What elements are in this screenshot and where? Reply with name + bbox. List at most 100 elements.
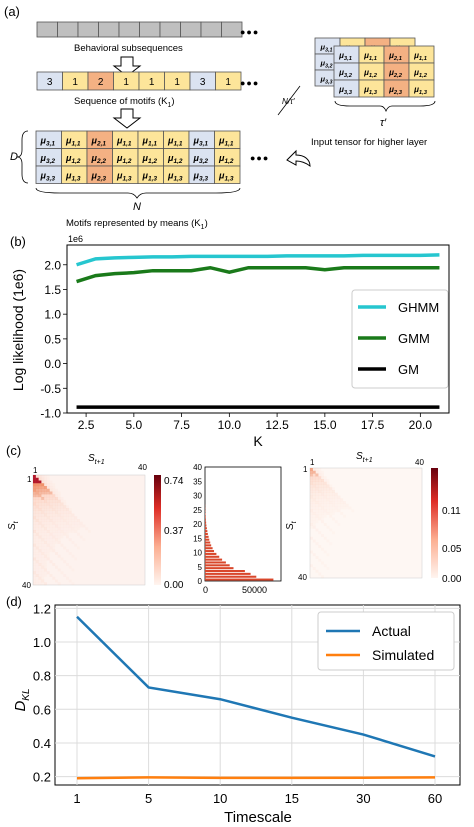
heatmap-cell <box>49 521 53 525</box>
heatmap-cell <box>49 549 53 553</box>
heatmap-cell <box>35 554 39 558</box>
heatmap-cell <box>49 508 53 511</box>
heatmap-cell <box>46 538 50 542</box>
x-tick-label-d: 30 <box>356 791 370 806</box>
motif-cell-label: 1 <box>174 77 180 88</box>
x-tick-label-d: 1 <box>73 791 80 806</box>
heatmap-cell <box>41 538 45 542</box>
heatmap-cell <box>63 513 67 517</box>
heatmap-cell <box>71 568 75 572</box>
heatmap-cell <box>315 501 319 504</box>
heatmap-cell <box>60 499 64 503</box>
heatmap-cell <box>88 530 91 533</box>
heatmap-cell <box>77 527 80 531</box>
heatmap-cell <box>33 563 36 566</box>
heatmap-cell <box>44 508 47 511</box>
mean-cell-label: μ1,3 <box>116 170 132 182</box>
heatmap-cell <box>41 505 45 509</box>
heatmap-cell <box>323 564 327 568</box>
heatmap-cell <box>55 532 58 536</box>
heatmap-cell <box>77 546 80 550</box>
mean-cell-label: μ2,1 <box>388 51 402 62</box>
left-heatmap-xlabel: St+1 <box>88 453 105 466</box>
heatmap-cell <box>85 527 89 531</box>
heatmap-cell <box>44 524 47 528</box>
heatmap-cell <box>318 509 322 513</box>
heatmap-cell <box>318 490 322 493</box>
panel-a: (a) Behavioral subsequences ●●● 3 1 2 1 1 1 3 1… <box>4 4 436 231</box>
heatmap-cell <box>60 557 64 561</box>
heatmap-cell <box>310 476 313 480</box>
hist-bar <box>205 564 230 567</box>
left-heatmap-y-end: 40 <box>22 581 31 590</box>
heatmap-cell <box>60 524 64 528</box>
heatmap-cell <box>345 503 349 507</box>
heatmap-cell <box>312 470 316 474</box>
legend-label-d: Actual <box>372 623 411 639</box>
heatmap-cell <box>33 560 36 564</box>
heatmap-cell <box>315 542 319 546</box>
y-tick-label-b: 1.5 <box>44 283 61 297</box>
heatmap-cell <box>33 516 36 520</box>
hist-bar <box>205 561 226 564</box>
hist-y-tick-label: 0 <box>198 577 203 586</box>
heatmap-cell <box>38 475 42 478</box>
heatmap-cell <box>63 505 67 509</box>
mean-cell-label: μ1,3 <box>363 85 378 96</box>
heatmap-cell <box>321 498 324 502</box>
heatmap-cell <box>310 509 313 513</box>
heatmap-cell <box>321 481 324 485</box>
heatmap-cell <box>57 499 61 503</box>
mean-cell-label: μ2,3 <box>388 85 403 96</box>
mean-cell-label: μ1,1 <box>65 135 81 147</box>
heatmap-cell <box>321 490 324 493</box>
mean-cell-label: μ3,1 <box>40 135 56 147</box>
heatmap-cell <box>46 546 50 550</box>
heatmap-cell <box>315 517 319 521</box>
heatmap-cell <box>46 497 50 500</box>
plot-frame-b <box>66 244 450 414</box>
heatmap-cell <box>35 499 39 503</box>
plot-frame-d <box>54 604 461 786</box>
x-tick-label-b: 12.5 <box>265 418 289 432</box>
mean-cell-label: μ3,3 <box>193 170 209 182</box>
behavior-cell <box>200 21 222 38</box>
heatmap-cell <box>321 503 324 507</box>
heatmap-cell <box>323 501 327 504</box>
heatmap-cell <box>38 502 42 506</box>
heatmap-cell <box>332 506 335 510</box>
heatmap-cell <box>323 490 327 493</box>
heatmap-cell <box>52 549 56 553</box>
heatmap-cell <box>310 468 313 471</box>
heatmap-cell <box>33 475 36 478</box>
heatmap-cell <box>55 579 58 583</box>
heatmap-cell <box>35 510 39 514</box>
heatmap-cell <box>312 539 316 543</box>
heatmap-cell <box>33 549 36 553</box>
heatmap-cell <box>46 499 50 503</box>
heatmap-cell <box>38 563 42 566</box>
mean-cell-label: μ3,2 <box>338 68 353 79</box>
heatmap-cell <box>44 494 47 498</box>
heatmap-cell <box>38 546 42 550</box>
heatmap-cell <box>33 574 36 577</box>
heatmap-cell <box>326 490 330 493</box>
left-heatmap-cells <box>33 475 91 586</box>
y-tick-label-d: 0.4 <box>33 736 51 751</box>
left-colorbar-tick-mid: 0.37 <box>164 526 184 537</box>
heatmap-cell <box>35 505 39 509</box>
heatmap-cell <box>35 541 39 544</box>
right-colorbar-tick-max: 0.11 <box>442 506 461 517</box>
heatmap-cell <box>321 501 324 504</box>
heatmap-cell <box>63 574 67 577</box>
heatmap-cell <box>33 477 36 481</box>
mean-cell-label: μ1,1 <box>142 135 158 147</box>
heatmap-cell <box>46 524 50 528</box>
heatmap-cell <box>310 495 313 499</box>
heatmap-cell <box>326 487 330 491</box>
heatmap-cell <box>52 505 56 509</box>
heatmap-cell <box>326 553 330 557</box>
x-tick-label-b: 17.5 <box>361 418 385 432</box>
hist-bar <box>205 518 206 521</box>
heatmap-cell <box>38 508 42 511</box>
